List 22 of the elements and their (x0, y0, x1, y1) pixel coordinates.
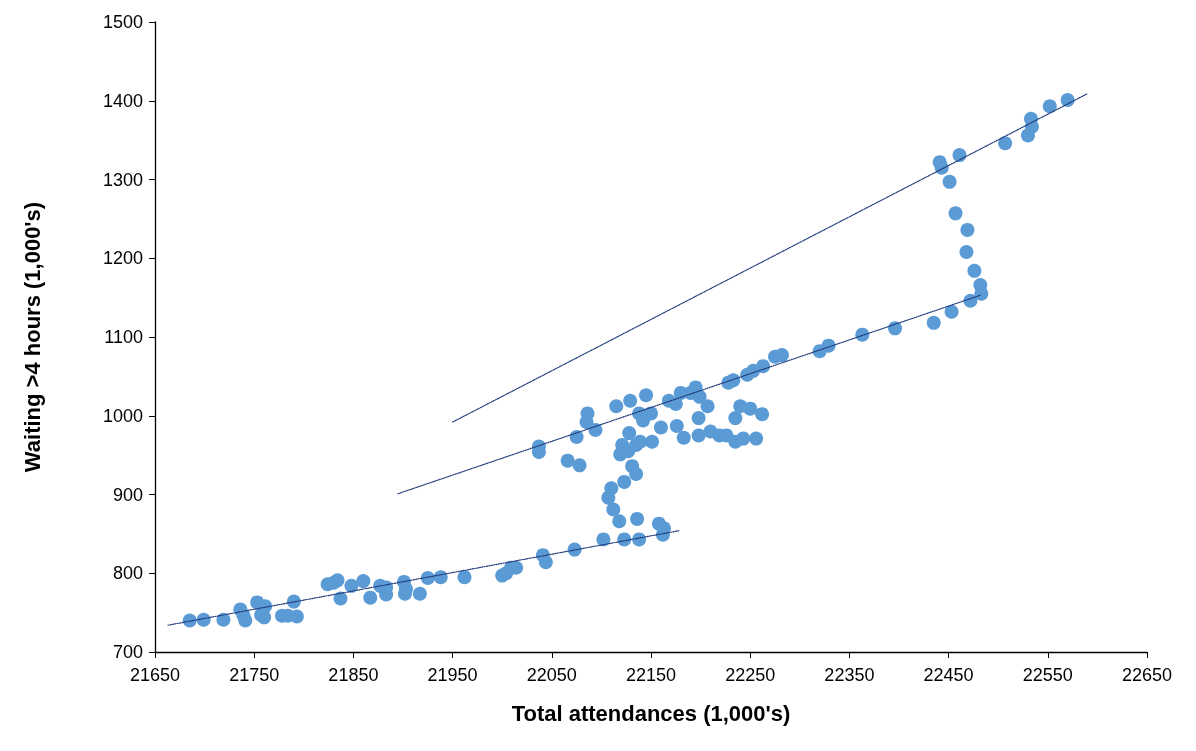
x-axis-title: Total attendances (1,000's) (511, 700, 791, 726)
x-tick-label: 21650 (129, 665, 181, 685)
x-tick-label: 21750 (229, 665, 280, 685)
x-tick-label: 22450 (923, 665, 974, 685)
y-tick-label: 1500 (102, 12, 143, 32)
x-tick-label: 22650 (1121, 665, 1173, 685)
y-tick-label: 1200 (102, 248, 143, 269)
x-tick-label: 22250 (725, 665, 776, 685)
x-tick-label: 22150 (625, 665, 677, 685)
y-tick-label: 1000 (102, 405, 143, 426)
y-tick-label: 900 (112, 484, 143, 505)
x-tick-label: 21850 (328, 665, 379, 685)
y-tick-label: 1100 (104, 327, 143, 347)
x-tick-label: 22050 (526, 665, 577, 685)
y-axis-title: Waiting >4 hours (1,000's) (19, 201, 45, 473)
x-tick-label: 21950 (427, 665, 478, 685)
x-tick-label: 22550 (1022, 665, 1073, 685)
y-tick-label: 700 (112, 642, 143, 662)
y-tick-label: 1300 (102, 169, 143, 190)
y-tick-label: 800 (112, 563, 143, 584)
x-tick-label: 22350 (824, 665, 875, 685)
y-tick-label: 1400 (102, 90, 143, 111)
